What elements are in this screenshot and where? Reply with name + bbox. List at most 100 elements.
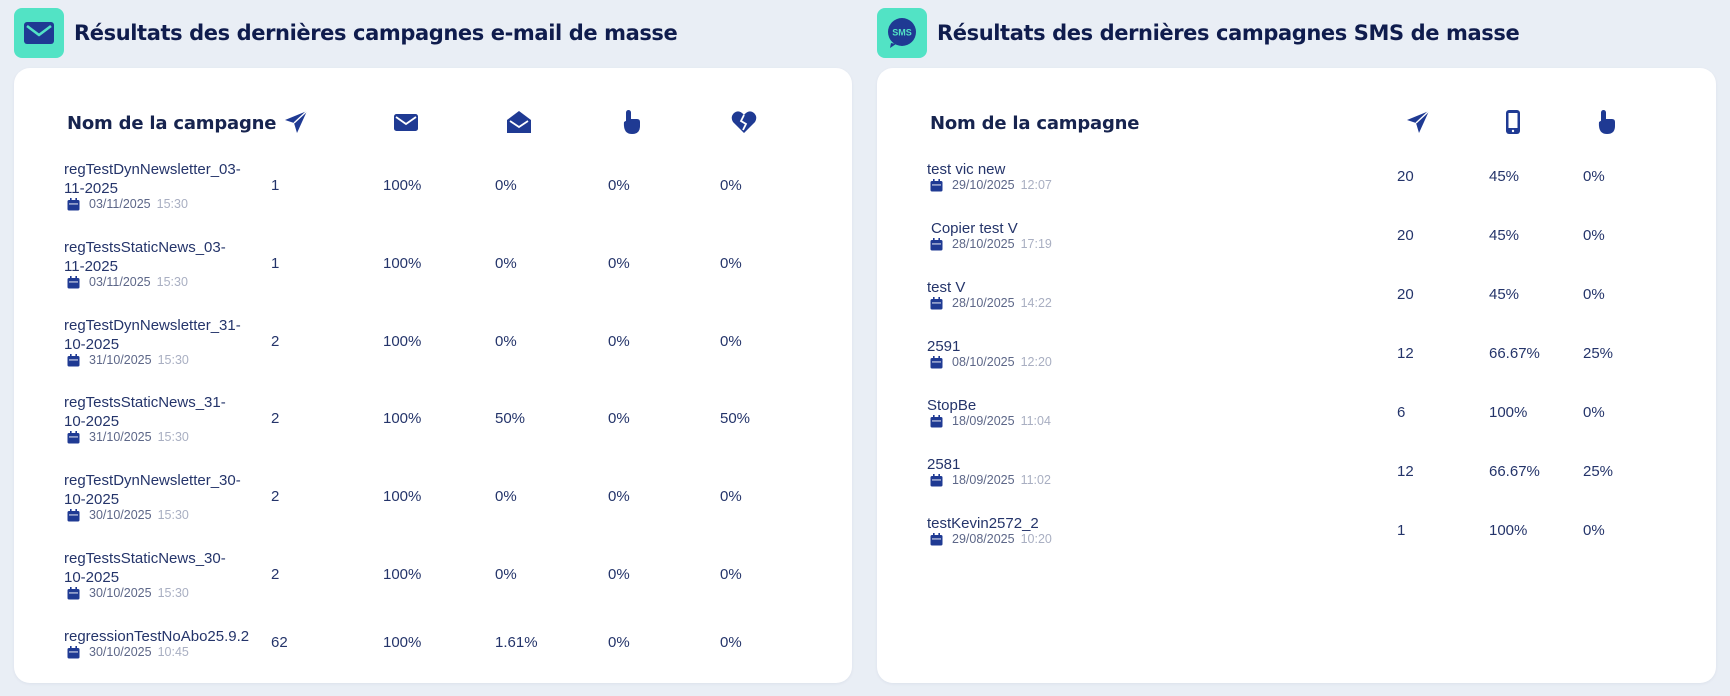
sms-panel-title: Résultats des dernières campagnes SMS de… — [937, 21, 1520, 45]
click-rate: 0% — [1583, 168, 1605, 185]
sent-count: 20 — [1397, 227, 1414, 244]
calendar-icon — [930, 296, 943, 309]
envelope-icon — [14, 8, 64, 58]
email-campaigns-panel: Résultats des dernières campagnes e-mail… — [14, 0, 852, 683]
campaign-date: 30/10/2025 10:45 — [67, 645, 189, 659]
sms-campaigns-panel: SMS Résultats des dernières campagnes SM… — [877, 0, 1716, 683]
open-rate: 0% — [495, 488, 517, 505]
sent-count: 20 — [1397, 286, 1414, 303]
email-panel-header: Résultats des dernières campagnes e-mail… — [14, 0, 852, 66]
click-rate: 0% — [1583, 227, 1605, 244]
sent-count: 12 — [1397, 345, 1414, 362]
sent-count: 2 — [271, 566, 280, 583]
open-rate: 0% — [495, 566, 517, 583]
delivered-rate: 100% — [383, 566, 422, 583]
open-rate: 0% — [495, 333, 517, 350]
unsubscribe-rate: 0% — [720, 333, 742, 350]
calendar-icon — [67, 275, 80, 288]
campaign-name[interactable]: test vic new — [927, 161, 1006, 178]
campaign-date: 28/10/2025 14:22 — [930, 296, 1052, 310]
click-rate: 0% — [608, 634, 630, 651]
open-rate: 50% — [495, 410, 526, 427]
envelope-icon — [394, 114, 418, 131]
sms-results-card — [877, 68, 1716, 683]
click-rate: 0% — [1583, 522, 1605, 539]
delivered-rate: 100% — [383, 634, 422, 651]
campaign-name[interactable]: 2591 — [927, 338, 961, 355]
calendar-icon — [67, 645, 80, 658]
click-rate: 0% — [608, 177, 630, 194]
sent-count: 1 — [271, 177, 280, 194]
click-rate: 25% — [1583, 463, 1614, 480]
sms-column-name-header: Nom de la campagne — [930, 113, 1140, 134]
unsubscribe-rate: 0% — [720, 255, 742, 272]
sent-count: 20 — [1397, 168, 1414, 185]
delivered-rate: 100% — [383, 488, 422, 505]
mobile-phone-icon — [1506, 110, 1520, 134]
paper-plane-icon — [1407, 110, 1430, 133]
delivered-rate: 66.67% — [1489, 463, 1540, 480]
campaign-name[interactable]: regressionTestNoAbo25.9.2 — [64, 628, 250, 645]
sent-count: 62 — [271, 634, 288, 651]
envelope-open-icon — [507, 111, 531, 133]
campaign-date: 08/10/2025 12:20 — [930, 355, 1052, 369]
email-results-card — [14, 68, 852, 683]
sent-count: 2 — [271, 333, 280, 350]
unsubscribe-rate: 0% — [720, 488, 742, 505]
campaign-name[interactable]: test V — [927, 279, 966, 296]
sent-count: 1 — [1397, 522, 1406, 539]
campaign-date: 03/11/2025 15:30 — [67, 275, 188, 289]
pointer-hand-icon — [623, 110, 640, 134]
campaign-name[interactable]: StopBe — [927, 397, 977, 414]
campaign-name[interactable]: regTestsStaticNews_03- 11-2025 — [64, 239, 226, 275]
broken-heart-icon — [731, 111, 757, 133]
campaign-date: 29/10/2025 12:07 — [930, 178, 1052, 192]
delivered-rate: 45% — [1489, 286, 1520, 303]
sent-count: 12 — [1397, 463, 1414, 480]
paper-plane-icon — [285, 110, 308, 133]
sms-bubble-icon: SMS — [877, 8, 927, 58]
sent-count: 2 — [271, 488, 280, 505]
sms-panel-header: SMS Résultats des dernières campagnes SM… — [877, 0, 1716, 66]
click-rate: 0% — [608, 488, 630, 505]
unsubscribe-rate: 0% — [720, 634, 742, 651]
calendar-icon — [930, 414, 943, 427]
click-rate: 0% — [608, 410, 630, 427]
campaign-name[interactable]: regTestDynNewsletter_03- 11-2025 — [64, 161, 241, 197]
campaign-name[interactable]: Copier test V — [931, 220, 1018, 237]
campaign-date: 30/10/2025 15:30 — [67, 508, 189, 522]
calendar-icon — [930, 532, 943, 545]
campaign-date: 31/10/2025 15:30 — [67, 353, 189, 367]
email-column-name-header: Nom de la campagne — [67, 113, 277, 134]
campaign-name[interactable]: regTestsStaticNews_31- 10-2025 — [64, 394, 226, 430]
campaign-date: 29/08/2025 10:20 — [930, 532, 1052, 546]
calendar-icon — [67, 353, 80, 366]
calendar-icon — [930, 473, 943, 486]
open-rate: 0% — [495, 177, 517, 194]
delivered-rate: 100% — [383, 177, 422, 194]
calendar-icon — [67, 430, 80, 443]
campaign-name[interactable]: regTestsStaticNews_30- 10-2025 — [64, 550, 226, 586]
calendar-icon — [67, 508, 80, 521]
delivered-rate: 66.67% — [1489, 345, 1540, 362]
calendar-icon — [930, 355, 943, 368]
campaign-date: 30/10/2025 15:30 — [67, 586, 189, 600]
calendar-icon — [67, 586, 80, 599]
unsubscribe-rate: 0% — [720, 566, 742, 583]
click-rate: 0% — [608, 333, 630, 350]
calendar-icon — [930, 237, 943, 250]
campaign-date: 28/10/2025 17:19 — [930, 237, 1052, 251]
delivered-rate: 100% — [383, 410, 422, 427]
delivered-rate: 45% — [1489, 227, 1520, 244]
campaign-name[interactable]: testKevin2572_2 — [927, 515, 1039, 532]
open-rate: 0% — [495, 255, 517, 272]
campaign-name[interactable]: regTestDynNewsletter_31- 10-2025 — [64, 317, 241, 353]
calendar-icon — [930, 178, 943, 191]
campaign-name[interactable]: 2581 — [927, 456, 961, 473]
delivered-rate: 100% — [1489, 404, 1528, 421]
campaign-name[interactable]: regTestDynNewsletter_30- 10-2025 — [64, 472, 241, 508]
campaign-date: 18/09/2025 11:02 — [930, 473, 1051, 487]
click-rate: 0% — [608, 566, 630, 583]
delivered-rate: 45% — [1489, 168, 1520, 185]
unsubscribe-rate: 0% — [720, 177, 742, 194]
